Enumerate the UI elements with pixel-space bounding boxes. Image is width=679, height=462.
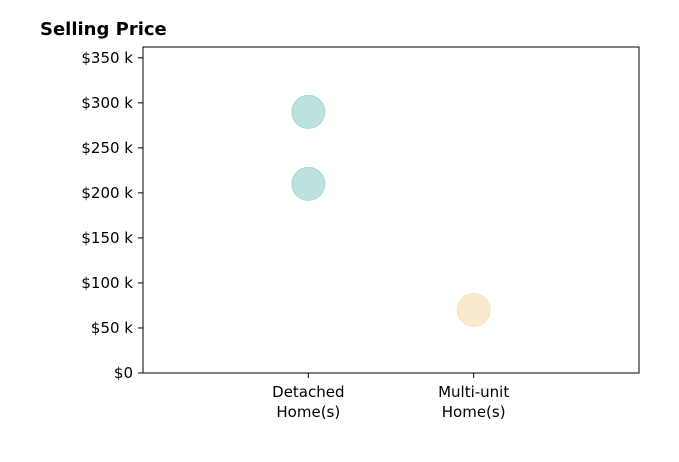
y-tick-label: $50 k (91, 319, 133, 337)
x-tick-label: Detached Home(s) (272, 383, 344, 421)
chart-title: Selling Price (40, 19, 167, 40)
plot-frame (142, 46, 640, 374)
x-tick-label: Multi-unit Home(s) (438, 383, 509, 421)
x-tick-label-line: Multi-unit (438, 383, 509, 401)
data-points (291, 94, 491, 327)
y-tick-label: $150 k (81, 229, 133, 247)
y-axis: $0 $50 k $100 k $150 k $200 k $250 k $300 k $35… (81, 49, 143, 382)
y-tick-label: $200 k (81, 184, 133, 202)
y-tick-label: $0 (114, 364, 133, 382)
x-axis: Detached Home(s) Multi-unit Home(s) (272, 373, 509, 421)
y-tick-label: $350 k (81, 49, 133, 67)
y-tick-label: $250 k (81, 139, 133, 157)
data-point (456, 292, 491, 327)
data-point (291, 166, 326, 201)
x-tick-label-line: Detached (272, 383, 344, 401)
y-tick-label: $100 k (81, 274, 133, 292)
data-point (291, 94, 326, 129)
x-tick-label-line: Home(s) (276, 403, 340, 421)
x-tick-label-line: Home(s) (442, 403, 506, 421)
y-tick-label: $300 k (81, 94, 133, 112)
